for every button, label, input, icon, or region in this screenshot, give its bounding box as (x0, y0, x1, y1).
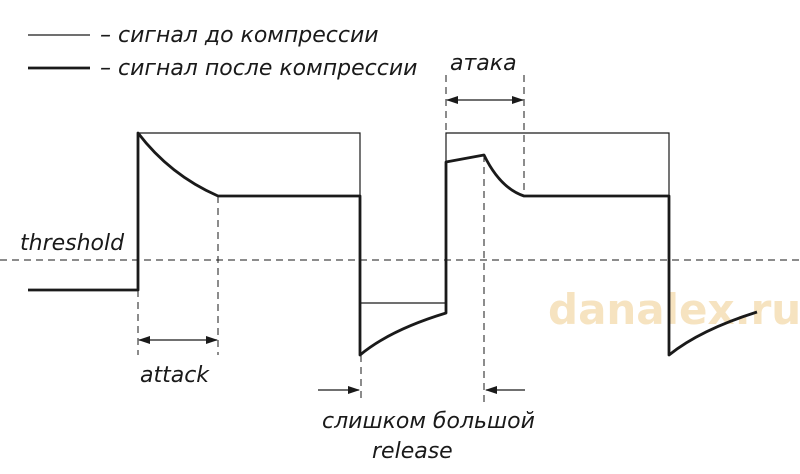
threshold-label: threshold (20, 231, 125, 256)
legend-before-label: – сигнал до компрессии (100, 23, 379, 48)
attack-label: attack (140, 363, 210, 388)
legend-after-label: – сигнал после компрессии (100, 56, 417, 81)
signal-before-compression (137, 132, 670, 304)
release-label-line1: слишком большой (322, 409, 535, 434)
signal-after-compression (28, 131, 758, 357)
ataka-label: атака (450, 51, 517, 76)
release-label-line2: release (372, 439, 453, 464)
watermark: danalex.ru (548, 285, 800, 334)
